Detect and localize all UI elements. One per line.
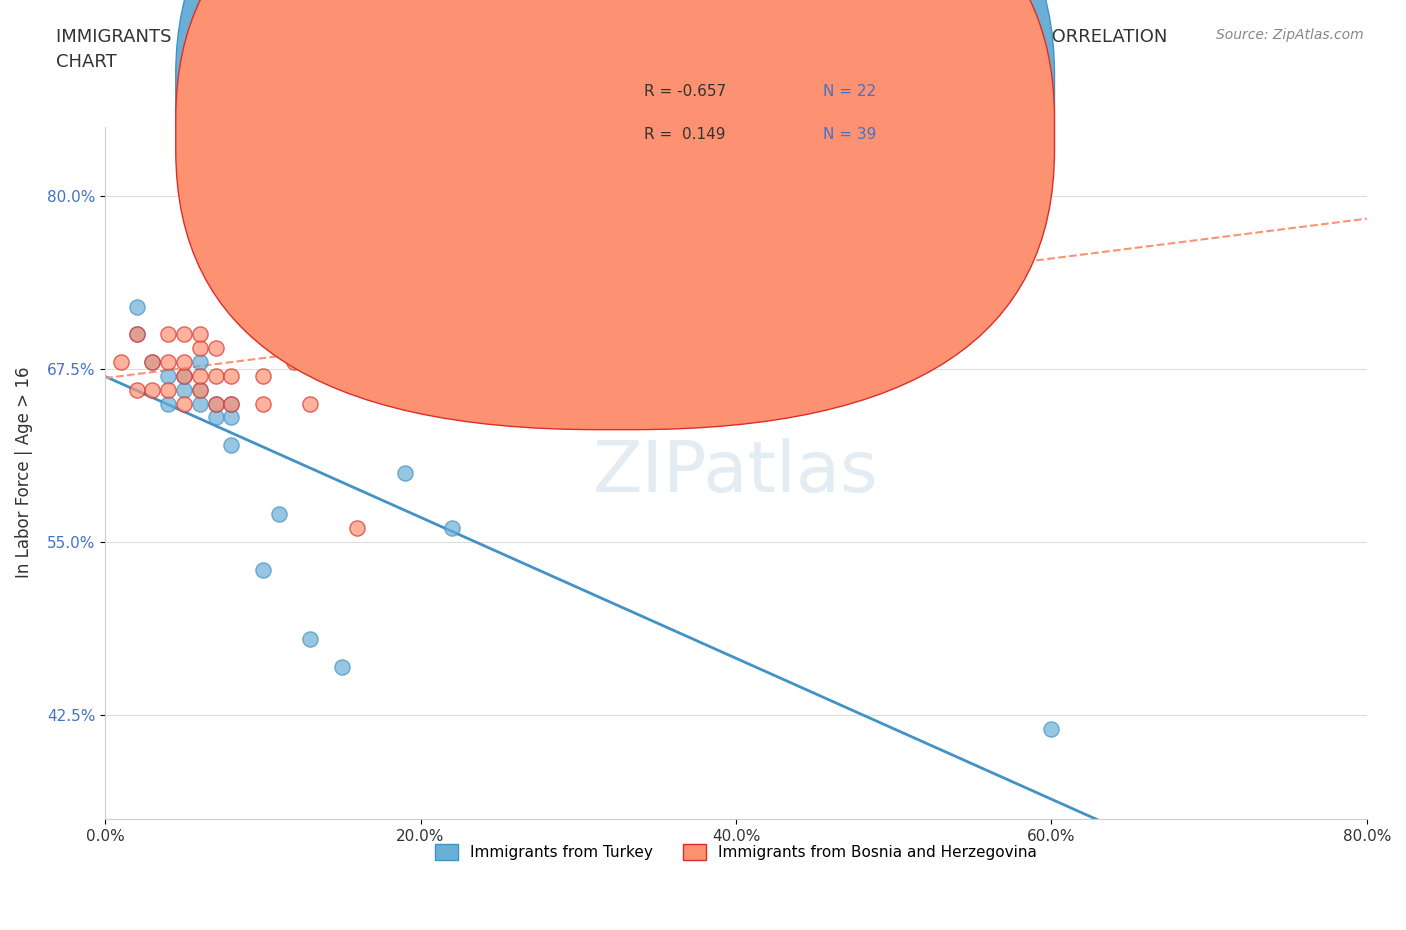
Immigrants from Bosnia and Herzegovina xyxy=(157,326,180,341)
Immigrants from Bosnia and Herzegovina xyxy=(173,368,195,383)
Immigrants from Turkey xyxy=(204,396,226,411)
Immigrants from Bosnia and Herzegovina xyxy=(441,326,464,341)
Immigrants from Bosnia and Herzegovina xyxy=(204,396,226,411)
Immigrants from Bosnia and Herzegovina xyxy=(188,326,211,341)
Immigrants from Bosnia and Herzegovina xyxy=(173,396,195,411)
Immigrants from Bosnia and Herzegovina xyxy=(188,340,211,355)
Immigrants from Bosnia and Herzegovina xyxy=(236,286,259,300)
Immigrants from Turkey xyxy=(188,396,211,411)
Immigrants from Bosnia and Herzegovina xyxy=(804,354,827,369)
Immigrants from Bosnia and Herzegovina xyxy=(110,354,132,369)
Immigrants from Turkey xyxy=(219,438,242,453)
Immigrants from Bosnia and Herzegovina xyxy=(157,382,180,397)
Immigrants from Turkey xyxy=(157,396,180,411)
Immigrants from Bosnia and Herzegovina xyxy=(299,396,322,411)
Immigrants from Bosnia and Herzegovina xyxy=(157,354,180,369)
Immigrants from Bosnia and Herzegovina xyxy=(141,382,163,397)
Immigrants from Turkey xyxy=(157,368,180,383)
Immigrants from Bosnia and Herzegovina xyxy=(425,382,447,397)
Immigrants from Turkey xyxy=(394,465,416,480)
Immigrants from Bosnia and Herzegovina xyxy=(645,258,668,272)
Text: IMMIGRANTS FROM TURKEY VS IMMIGRANTS FROM BOSNIA AND HERZEGOVINA IN LABOR FORCE : IMMIGRANTS FROM TURKEY VS IMMIGRANTS FRO… xyxy=(56,28,1167,71)
Immigrants from Turkey xyxy=(219,410,242,425)
Immigrants from Turkey xyxy=(330,659,353,674)
Immigrants from Bosnia and Herzegovina xyxy=(219,396,242,411)
Immigrants from Bosnia and Herzegovina xyxy=(409,299,432,314)
Immigrants from Turkey xyxy=(299,631,322,646)
Legend: Immigrants from Turkey, Immigrants from Bosnia and Herzegovina: Immigrants from Turkey, Immigrants from … xyxy=(429,838,1043,867)
Immigrants from Bosnia and Herzegovina xyxy=(536,258,558,272)
Immigrants from Bosnia and Herzegovina xyxy=(173,354,195,369)
Immigrants from Turkey xyxy=(188,382,211,397)
Immigrants from Turkey xyxy=(204,410,226,425)
Text: R = -0.657: R = -0.657 xyxy=(644,84,725,99)
Immigrants from Bosnia and Herzegovina xyxy=(204,340,226,355)
Immigrants from Turkey xyxy=(219,396,242,411)
Immigrants from Bosnia and Herzegovina xyxy=(267,244,290,259)
Text: R =  0.149: R = 0.149 xyxy=(644,127,725,142)
Text: N = 22: N = 22 xyxy=(823,84,876,99)
Immigrants from Turkey xyxy=(173,382,195,397)
Immigrants from Bosnia and Herzegovina xyxy=(662,230,685,245)
Immigrants from Turkey xyxy=(441,521,464,536)
Immigrants from Bosnia and Herzegovina xyxy=(125,326,148,341)
Immigrants from Bosnia and Herzegovina xyxy=(283,354,305,369)
Immigrants from Turkey xyxy=(125,326,148,341)
Immigrants from Bosnia and Herzegovina xyxy=(361,354,384,369)
Immigrants from Bosnia and Herzegovina xyxy=(141,354,163,369)
Immigrants from Bosnia and Herzegovina xyxy=(188,382,211,397)
Immigrants from Bosnia and Herzegovina xyxy=(173,326,195,341)
Immigrants from Turkey xyxy=(1040,722,1063,737)
Immigrants from Turkey xyxy=(173,368,195,383)
Immigrants from Turkey xyxy=(267,507,290,522)
Immigrants from Turkey xyxy=(125,299,148,314)
Immigrants from Bosnia and Herzegovina xyxy=(125,382,148,397)
Immigrants from Turkey xyxy=(141,354,163,369)
Immigrants from Bosnia and Herzegovina xyxy=(299,354,322,369)
Text: ZIPatlas: ZIPatlas xyxy=(593,438,879,507)
Immigrants from Bosnia and Herzegovina xyxy=(315,272,337,286)
Immigrants from Turkey xyxy=(188,354,211,369)
Immigrants from Bosnia and Herzegovina xyxy=(252,396,274,411)
Text: Source: ZipAtlas.com: Source: ZipAtlas.com xyxy=(1216,28,1364,42)
Text: N = 39: N = 39 xyxy=(823,127,876,142)
Immigrants from Bosnia and Herzegovina xyxy=(346,521,368,536)
Immigrants from Bosnia and Herzegovina xyxy=(219,368,242,383)
Immigrants from Turkey xyxy=(252,563,274,578)
Immigrants from Bosnia and Herzegovina xyxy=(378,299,401,314)
Immigrants from Bosnia and Herzegovina xyxy=(204,368,226,383)
Y-axis label: In Labor Force | Age > 16: In Labor Force | Age > 16 xyxy=(15,367,32,578)
Immigrants from Bosnia and Herzegovina xyxy=(188,368,211,383)
Immigrants from Bosnia and Herzegovina xyxy=(252,368,274,383)
